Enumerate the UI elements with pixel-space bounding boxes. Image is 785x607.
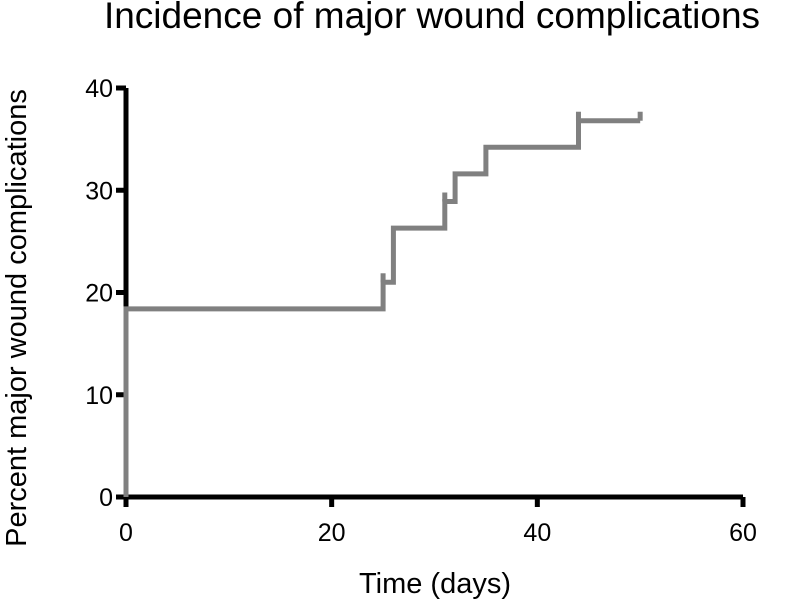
y-tick-label: 20 (85, 280, 113, 308)
y-axis-label: Percent major wound complications (1, 89, 33, 547)
x-tick-label: 20 (318, 519, 346, 547)
x-tick-label: 40 (523, 519, 551, 547)
x-tick-label: 0 (119, 519, 133, 547)
chart-title: Incidence of major wound complications (104, 0, 760, 36)
y-tick-label: 0 (99, 484, 113, 512)
y-tick-label: 40 (85, 75, 113, 103)
x-axis-ticks: 0 20 40 60 (119, 497, 757, 547)
y-tick-label: 10 (85, 382, 113, 410)
series-step-line (123, 118, 641, 497)
y-axis-ticks: 0 10 20 30 40 (85, 75, 126, 512)
y-tick-label: 30 (85, 177, 113, 205)
series-layer (123, 111, 643, 497)
x-axis-label: Time (days) (359, 568, 511, 600)
x-tick-label: 60 (729, 519, 757, 547)
